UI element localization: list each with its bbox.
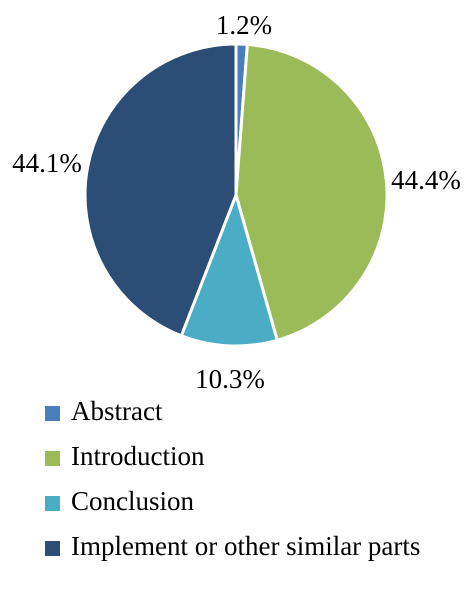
legend-label-conclusion: Conclusion (71, 486, 195, 516)
value-label-implement-or-other-similar-parts: 44.1% (12, 148, 82, 178)
legend-swatch-introduction (45, 451, 60, 466)
pie-value-labels: 1.2% 44.4% 10.3% 44.1% (12, 10, 461, 394)
pie-slice-introduction (234, 42, 389, 342)
legend: Abstract Introduction Conclusion Implement … (45, 396, 420, 561)
value-label-abstract: 1.2% (216, 10, 272, 40)
legend-label-implement-or-other-similar-parts: Implement or other similar parts (71, 531, 420, 561)
value-label-introduction: 44.4% (391, 165, 461, 195)
legend-label-abstract: Abstract (71, 396, 163, 426)
legend-swatch-abstract (45, 406, 60, 421)
legend-swatch-conclusion (45, 496, 60, 511)
legend-swatch-implement-or-other-similar-parts (45, 541, 60, 556)
pie-slice-conclusion (179, 193, 279, 348)
legend-label-introduction: Introduction (71, 441, 205, 471)
value-label-conclusion: 10.3% (195, 364, 265, 394)
pie-slice-implement-or-other-similar-parts (83, 42, 238, 338)
pie-slices (83, 42, 389, 348)
